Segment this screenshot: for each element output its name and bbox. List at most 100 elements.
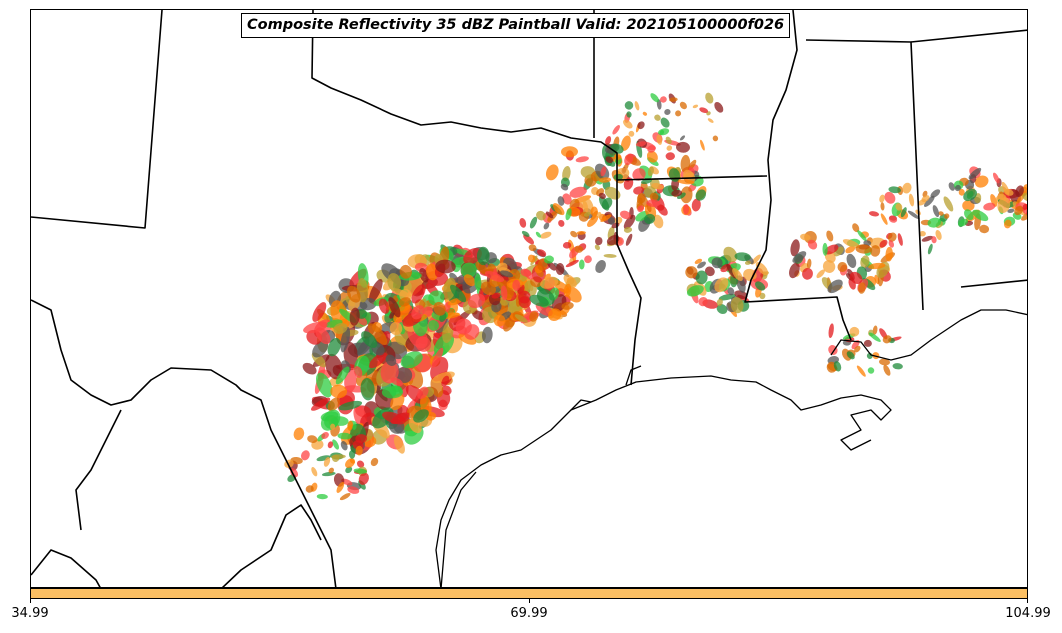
paintball-blob <box>463 247 482 265</box>
paintball-blob <box>650 93 660 103</box>
paintball-blob <box>348 450 356 459</box>
paintball-blob <box>327 441 334 449</box>
paintball-blob <box>704 266 715 277</box>
paintball-blob <box>807 239 818 250</box>
paintball-blob <box>632 168 646 181</box>
paintball-blob <box>367 323 388 345</box>
paintball-blob <box>595 260 606 273</box>
paintball-blob <box>855 244 872 254</box>
paintball-blob <box>732 268 743 282</box>
paintball-blob <box>660 96 667 103</box>
paintball-blob <box>635 141 647 147</box>
paintball-blob <box>649 192 659 202</box>
paintball-blob <box>528 254 536 263</box>
paintball-blob <box>851 340 860 350</box>
paintball-blob <box>868 332 881 342</box>
paintball-blob <box>574 245 584 253</box>
paintball-blob <box>536 210 546 221</box>
paintball-blob <box>716 298 723 306</box>
paintball-blob <box>695 270 708 285</box>
paintball-blob <box>518 296 531 309</box>
paintball-blob <box>846 253 857 268</box>
paintball-blob <box>330 300 348 327</box>
paintball-blob <box>927 217 942 228</box>
paintball-blob <box>948 182 955 191</box>
paintball-blob <box>378 298 390 314</box>
paintball-blob <box>575 156 589 163</box>
paintball-blob <box>578 259 585 270</box>
paintball-blob <box>347 486 360 494</box>
paintball-blob <box>590 206 598 217</box>
paintball-blob <box>311 467 318 477</box>
paintball-blob <box>349 458 356 464</box>
paintball-blob <box>388 297 401 318</box>
paintball-blob <box>345 466 353 474</box>
paintball-blob <box>895 203 903 211</box>
map-panel <box>30 9 1028 588</box>
paintball-blob <box>529 311 539 322</box>
paintball-blob <box>332 439 340 450</box>
paintball-blob <box>680 186 693 204</box>
paintball-blob <box>656 134 663 145</box>
paintball-blob <box>413 409 429 423</box>
colorbar-tick-min <box>30 599 31 603</box>
paintball-blob <box>337 432 352 440</box>
paintball-blob <box>888 240 895 248</box>
paintball-blob <box>330 423 336 430</box>
paintball-blob <box>755 281 766 291</box>
paintball-blob <box>695 189 707 201</box>
paintball-blob <box>660 117 670 128</box>
paintball-blob <box>800 233 811 241</box>
mexico-border <box>31 299 337 587</box>
paintball-blob <box>837 262 848 272</box>
paintball-blob <box>598 196 610 211</box>
paintball-blob <box>467 293 486 309</box>
paintball-blob <box>1023 184 1027 191</box>
paintball-blob <box>943 196 954 212</box>
paintball-blob <box>569 186 587 198</box>
paintball-blob <box>537 249 547 257</box>
colorbar-tick-mid <box>529 599 530 603</box>
paintball-blob <box>716 304 728 314</box>
paintball-blob <box>624 101 634 110</box>
paintball-blob <box>653 214 664 229</box>
paintball-blob <box>990 193 998 207</box>
paintball-blob <box>1015 185 1024 197</box>
paintball-blob <box>561 301 574 310</box>
paintball-blob <box>431 347 444 368</box>
paintball-blob <box>974 175 989 188</box>
paintball-blob <box>352 423 357 430</box>
paintball-blob <box>852 223 860 233</box>
paintball-blob <box>355 445 363 456</box>
paintball-blob <box>441 375 450 387</box>
paintball-blob <box>447 298 462 306</box>
paintball-blob <box>879 194 885 203</box>
paintball-blob <box>743 268 757 282</box>
paintball-blob <box>921 235 934 242</box>
paintball-blob <box>475 261 489 275</box>
paintball-blob <box>827 279 843 294</box>
paintball-blob <box>694 258 703 265</box>
paintball-blob <box>908 193 915 207</box>
paintball-blob <box>626 111 632 118</box>
paintball-blob <box>954 184 961 192</box>
paintball-blob <box>393 435 405 454</box>
paintball-blob <box>428 320 440 331</box>
paintball-blob <box>664 109 671 115</box>
paintball-blob <box>1007 208 1015 213</box>
paintball-blob <box>481 326 493 344</box>
paintball-blob <box>856 365 866 377</box>
paintball-blob <box>598 177 612 183</box>
paintball-blob <box>892 363 903 370</box>
paintball-blob <box>700 139 705 151</box>
paintball-blob <box>897 233 903 246</box>
paintball-blob <box>658 128 670 136</box>
paintball-blob <box>356 460 365 468</box>
paintball-blob <box>697 261 706 269</box>
paintball-blob <box>514 314 528 323</box>
paintball-blob <box>924 195 935 207</box>
border-ms-river <box>744 10 852 341</box>
paintball-blob <box>544 255 554 264</box>
paintball-blob <box>331 454 340 462</box>
paintball-blob <box>705 92 714 104</box>
